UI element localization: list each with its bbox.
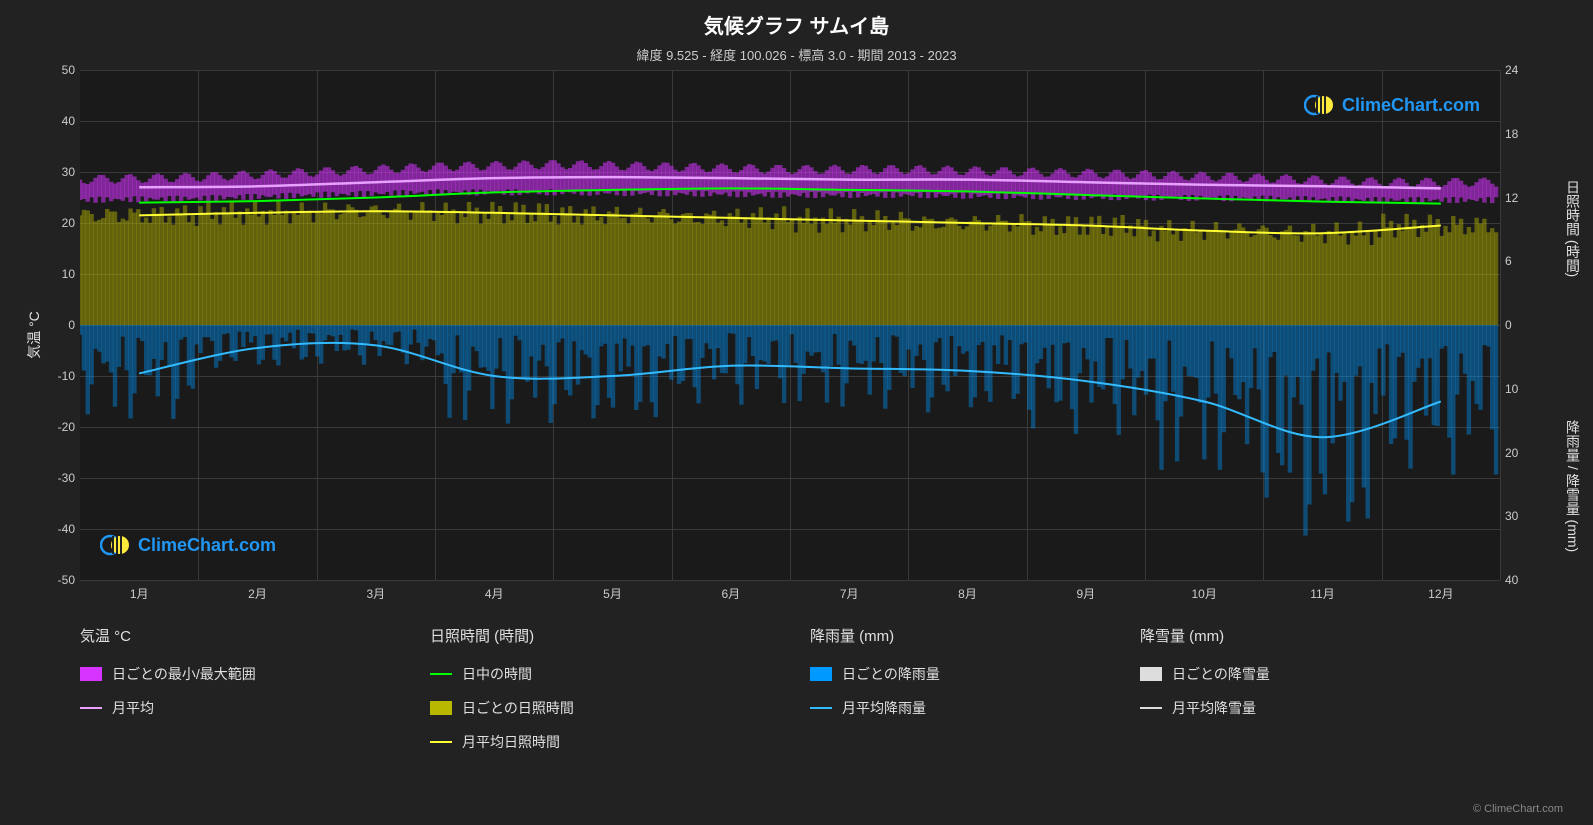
- x-tick: 8月: [958, 585, 977, 602]
- y-axis-right-label-1: 日照時間 (時間): [1563, 180, 1583, 277]
- chart-legend: 気温 °C 日ごとの最小/最大範囲月平均 日照時間 (時間) 日中の時間日ごとの日照時…: [80, 625, 1500, 752]
- y-tick-right: 6: [1505, 254, 1512, 268]
- legend-item: 日ごとの降雨量: [810, 664, 1110, 684]
- x-tick: 10月: [1191, 585, 1216, 602]
- watermark-text: ClimeChart.com: [138, 535, 276, 556]
- legend-item: 月平均日照時間: [430, 732, 780, 752]
- legend-swatch: [1140, 707, 1162, 709]
- legend-label: 月平均降雨量: [842, 698, 926, 718]
- x-tick: 1月: [130, 585, 149, 602]
- credit-text: © ClimeChart.com: [1473, 803, 1563, 815]
- legend-label: 日ごとの降雪量: [1172, 664, 1270, 684]
- legend-swatch: [80, 707, 102, 709]
- chart-title: 気候グラフ サムイ島: [0, 0, 1593, 39]
- legend-item: 日ごとの日照時間: [430, 698, 780, 718]
- y-tick-left: 50: [62, 63, 75, 77]
- legend-column: 気温 °C 日ごとの最小/最大範囲月平均: [80, 625, 400, 752]
- legend-swatch: [810, 707, 832, 709]
- legend-label: 日ごとの日照時間: [462, 698, 574, 718]
- y-axis-right-label-2: 降雨量 / 降雪量 (mm): [1563, 420, 1583, 552]
- chart-svg: [80, 70, 1500, 580]
- legend-column: 降雨量 (mm) 日ごとの降雨量月平均降雨量: [810, 625, 1110, 752]
- legend-item: 日中の時間: [430, 664, 780, 684]
- y-axis-left: 50403020100-10-20-30-40-50: [35, 70, 75, 580]
- legend-header: 降雪量 (mm): [1140, 625, 1440, 646]
- legend-swatch: [810, 667, 832, 681]
- y-tick-left: -50: [58, 573, 75, 587]
- x-tick: 9月: [1076, 585, 1095, 602]
- legend-swatch: [430, 673, 452, 675]
- x-tick: 2月: [248, 585, 267, 602]
- legend-header: 降雨量 (mm): [810, 625, 1110, 646]
- legend-label: 日中の時間: [462, 664, 532, 684]
- watermark-bottom: ClimeChart.com: [100, 530, 276, 560]
- legend-label: 日ごとの最小/最大範囲: [112, 664, 256, 684]
- x-tick: 11月: [1310, 585, 1334, 602]
- legend-label: 日ごとの降雨量: [842, 664, 940, 684]
- legend-item: 月平均降雨量: [810, 698, 1110, 718]
- y-tick-left: -30: [58, 471, 75, 485]
- x-tick: 7月: [840, 585, 859, 602]
- legend-swatch: [430, 741, 452, 743]
- y-tick-right: 18: [1505, 127, 1518, 141]
- y-tick-right: 12: [1505, 191, 1518, 205]
- y-tick-left: -40: [58, 522, 75, 536]
- y-tick-right: 40: [1505, 573, 1518, 587]
- y-tick-left: 30: [62, 165, 75, 179]
- legend-item: 月平均: [80, 698, 400, 718]
- y-tick-left: 0: [68, 318, 75, 332]
- y-tick-left: -10: [58, 369, 75, 383]
- y-tick-left: 40: [62, 114, 75, 128]
- y-tick-left: 10: [62, 267, 75, 281]
- legend-swatch: [80, 667, 102, 681]
- x-tick: 4月: [485, 585, 504, 602]
- chart-plot-area: ClimeChart.com ClimeChart.com: [80, 70, 1500, 580]
- y-tick-right: 20: [1505, 446, 1518, 460]
- y-axis-right: 2418126010203040: [1505, 70, 1545, 580]
- logo-icon: [100, 530, 130, 560]
- y-tick-right: 24: [1505, 63, 1518, 77]
- y-tick-right: 30: [1505, 509, 1518, 523]
- x-axis: 1月 2月 3月 4月 5月 6月 7月 8月 9月 10月 11月 12月: [80, 585, 1500, 605]
- logo-icon: [1304, 90, 1334, 120]
- x-tick: 5月: [603, 585, 622, 602]
- legend-item: 日ごとの降雪量: [1140, 664, 1440, 684]
- chart-subtitle: 緯度 9.525 - 経度 100.026 - 標高 3.0 - 期間 2013…: [0, 39, 1593, 64]
- x-tick: 6月: [721, 585, 740, 602]
- legend-swatch: [430, 701, 452, 715]
- watermark-top: ClimeChart.com: [1304, 90, 1480, 120]
- legend-swatch: [1140, 667, 1162, 681]
- legend-label: 月平均日照時間: [462, 732, 560, 752]
- legend-column: 日照時間 (時間) 日中の時間日ごとの日照時間月平均日照時間: [430, 625, 780, 752]
- x-tick: 3月: [366, 585, 385, 602]
- legend-item: 日ごとの最小/最大範囲: [80, 664, 400, 684]
- watermark-text: ClimeChart.com: [1342, 95, 1480, 116]
- legend-label: 月平均降雪量: [1172, 698, 1256, 718]
- x-tick: 12月: [1428, 585, 1453, 602]
- legend-header: 日照時間 (時間): [430, 625, 780, 646]
- y-tick-right: 0: [1505, 318, 1512, 332]
- legend-header: 気温 °C: [80, 625, 400, 646]
- legend-label: 月平均: [112, 698, 154, 718]
- y-tick-left: 20: [62, 216, 75, 230]
- y-tick-right: 10: [1505, 382, 1518, 396]
- legend-column: 降雪量 (mm) 日ごとの降雪量月平均降雪量: [1140, 625, 1440, 752]
- legend-item: 月平均降雪量: [1140, 698, 1440, 718]
- y-tick-left: -20: [58, 420, 75, 434]
